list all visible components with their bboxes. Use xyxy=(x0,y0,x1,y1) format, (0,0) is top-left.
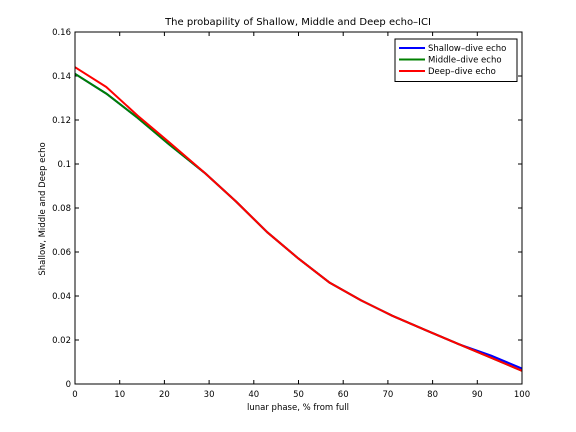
x-tick-label: 60 xyxy=(338,390,349,400)
y-tick-label: 0.08 xyxy=(52,204,71,214)
y-tick-label: 0.12 xyxy=(52,116,71,126)
legend-label: Shallow–dive echo xyxy=(428,44,506,54)
legend-label: Middle–dive echo xyxy=(428,56,502,66)
x-axis-title: lunar phase, % from full xyxy=(247,403,349,413)
y-tick-label: 0.1 xyxy=(57,160,71,170)
x-tick-label: 50 xyxy=(293,390,304,400)
x-tick-label: 0 xyxy=(72,390,77,400)
y-tick-label: 0.02 xyxy=(52,336,71,346)
legend: Shallow–dive echo Middle–dive echoDeep–di… xyxy=(394,38,518,82)
y-tick-label: 0.06 xyxy=(52,248,71,258)
chart-title: The probapility of Shallow, Middle and D… xyxy=(164,17,431,28)
x-tick-label: 70 xyxy=(382,390,393,400)
x-tick-label: 20 xyxy=(159,390,170,400)
x-tick-label: 100 xyxy=(514,390,530,400)
plot-frame xyxy=(74,31,523,385)
series-lines xyxy=(74,66,523,372)
x-tick-label: 90 xyxy=(472,390,483,400)
axis-ticks: 0 10 20 30 40 50 60 70 80 90 100 0 0.02 0.04 0.06 0.08 0… xyxy=(52,28,530,400)
x-tick-label: 30 xyxy=(204,390,215,400)
y-axis-title: Shallow, Middle and Deep echo xyxy=(38,142,48,275)
x-tick-label: 10 xyxy=(114,390,125,400)
y-tick-label: 0.14 xyxy=(52,72,71,82)
y-tick-label: 0.04 xyxy=(52,292,71,302)
x-tick-label: 40 xyxy=(248,390,259,400)
x-tick-label: 80 xyxy=(427,390,438,400)
y-tick-label: 0 xyxy=(66,380,71,390)
y-tick-label: 0.16 xyxy=(52,28,71,38)
series-line-2 xyxy=(74,66,523,372)
series-line-0 xyxy=(74,72,523,370)
legend-label: Deep–dive echo xyxy=(428,67,496,77)
